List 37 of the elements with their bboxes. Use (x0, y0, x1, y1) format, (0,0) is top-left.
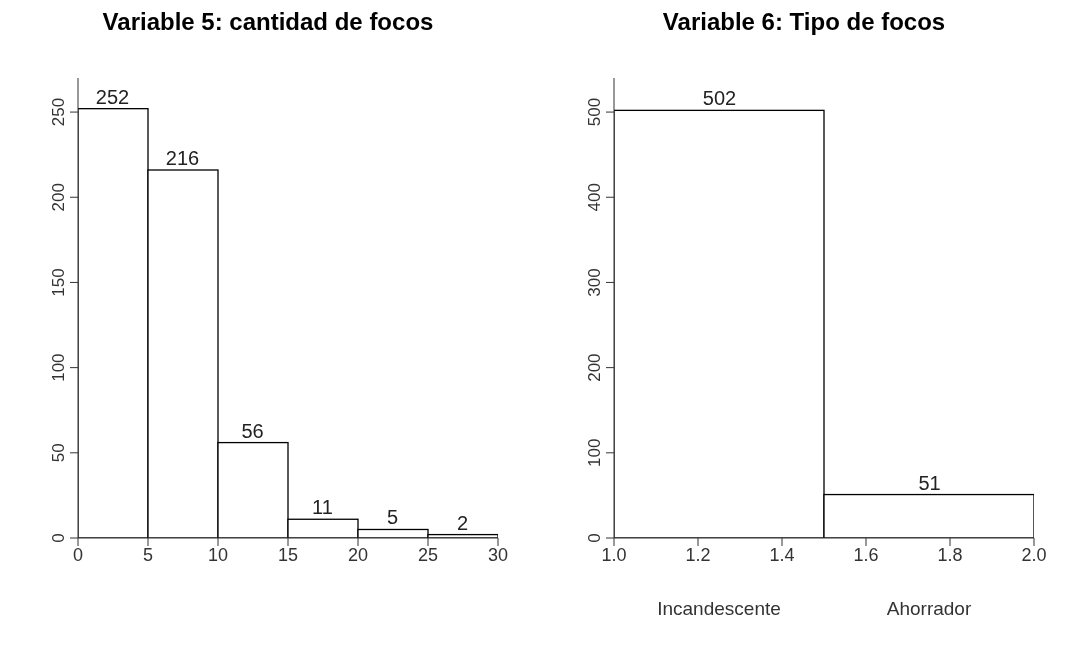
data-label: 2 (456, 511, 469, 534)
data-label: 216 (165, 147, 200, 169)
x-tick-label: 15 (277, 544, 299, 565)
y-tick-label: 100 (49, 353, 68, 382)
x-tick-label: 1.2 (685, 544, 711, 565)
data-label: 252 (95, 85, 130, 108)
y-tick-label: 200 (585, 353, 604, 382)
data-label: 5 (386, 506, 399, 529)
y-tick-label: 50 (49, 443, 68, 463)
y-tick-label: 0 (49, 533, 68, 543)
x-tick-label: 10 (207, 544, 229, 565)
chart-title: Variable 5: cantidad de focos (101, 8, 435, 37)
x-tick-label: 1.8 (937, 544, 963, 565)
data-label: 56 (241, 419, 264, 442)
x-tick-label: 2.0 (1021, 544, 1047, 565)
y-tick-label: 200 (49, 183, 68, 212)
text: Ahorrador (885, 598, 973, 620)
x-tick-label: 1.4 (769, 544, 795, 565)
x-tick-label: 30 (487, 544, 509, 565)
data-label: 502 (702, 87, 737, 110)
y-tick-label: 300 (585, 268, 604, 297)
x-tick-label: 20 (347, 544, 369, 565)
chart-title: Variable 6: Tipo de focos (661, 8, 947, 37)
x-tick-label: 1.6 (853, 544, 879, 565)
y-tick-label: 500 (585, 97, 604, 127)
y-tick-label: 150 (49, 268, 68, 297)
y-tick-label: 400 (585, 183, 604, 212)
x-tick-label: 25 (417, 544, 439, 565)
x-tick-label: 1.0 (601, 544, 627, 565)
x-tick-label: 0 (72, 544, 84, 565)
data-label: 51 (918, 471, 941, 494)
y-tick-label: 250 (49, 97, 68, 127)
y-tick-label: 100 (585, 438, 604, 467)
y-tick-label: 0 (585, 533, 604, 543)
text: Incandescente (656, 598, 782, 620)
x-tick-label: 5 (142, 544, 154, 565)
data-label: 11 (312, 496, 333, 519)
